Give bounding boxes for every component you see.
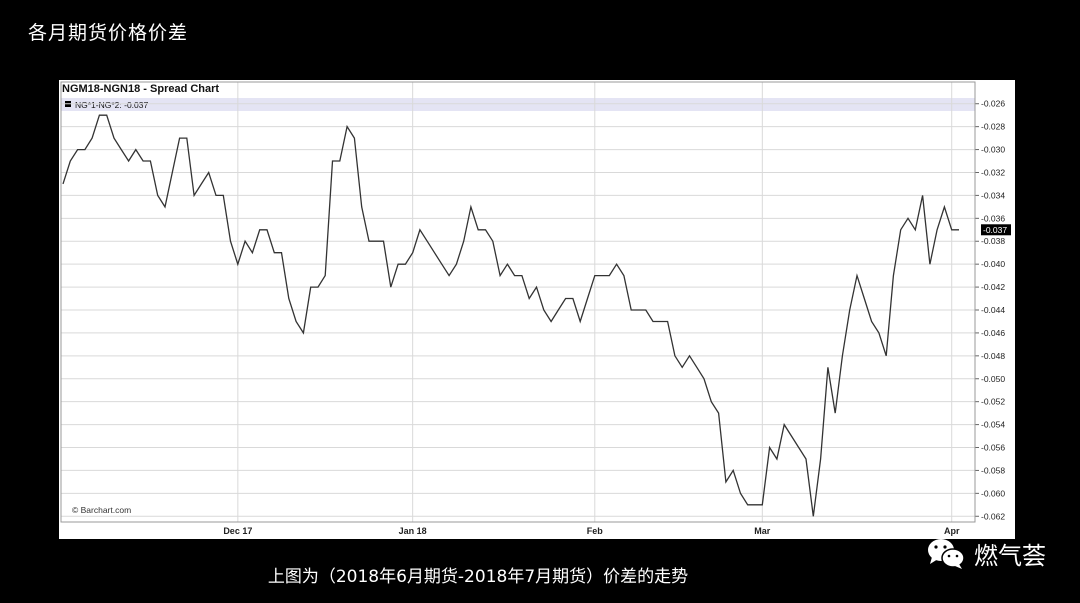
wechat-icon [926,537,966,571]
x-tick-label: Feb [587,526,604,536]
y-tick-label: -0.034 [981,190,1005,200]
y-tick-label: -0.056 [981,443,1005,453]
y-tick-label: -0.048 [981,351,1005,361]
y-tick-label: -0.038 [981,236,1005,246]
chart-watermark: © Barchart.com [72,505,131,515]
y-tick-label: -0.040 [981,259,1005,269]
slide-title: 各月期货价格价差 [28,18,188,45]
y-tick-label: -0.046 [981,328,1005,338]
x-tick-label: Mar [754,526,771,536]
y-tick-label: -0.060 [981,488,1005,498]
y-tick-label: -0.026 [981,99,1005,109]
y-tick-label: -0.054 [981,420,1005,430]
y-tick-label: -0.036 [981,213,1005,223]
y-tick-label: -0.062 [981,511,1005,521]
x-tick-label: Apr [944,526,960,536]
y-tick-label: -0.028 [981,122,1005,132]
spread-chart-svg: NGM18-NGN18 - Spread Chart NG*1-NG*2: -0… [59,80,1015,539]
plot-frame [61,82,975,522]
x-tick-label: Jan 18 [399,526,427,536]
brand-badge: 燃气荟 [926,536,1046,571]
chart-title: NGM18-NGN18 - Spread Chart [62,83,219,95]
series-line [63,115,959,516]
y-tick-label: -0.052 [981,397,1005,407]
grid-lines [61,82,1015,522]
y-tick-label: -0.044 [981,305,1005,315]
brand-name: 燃气荟 [974,536,1046,571]
y-tick-label: -0.030 [981,145,1005,155]
chart-caption: 上图为（2018年6月期货-2018年7月期货）价差的走势 [0,562,956,587]
y-tick-label: -0.042 [981,282,1005,292]
legend-label: NG*1-NG*2: -0.037 [75,100,148,110]
spread-chart: NGM18-NGN18 - Spread Chart NG*1-NG*2: -0… [59,80,1015,539]
legend-bar [61,98,975,111]
y-tick-label: -0.050 [981,374,1005,384]
y-tick-label: -0.032 [981,167,1005,177]
last-value-marker: -0.037 [981,224,1011,235]
y-tick-label: -0.058 [981,465,1005,475]
x-tick-label: Dec 17 [223,526,252,536]
last-value-label: -0.037 [983,225,1007,235]
